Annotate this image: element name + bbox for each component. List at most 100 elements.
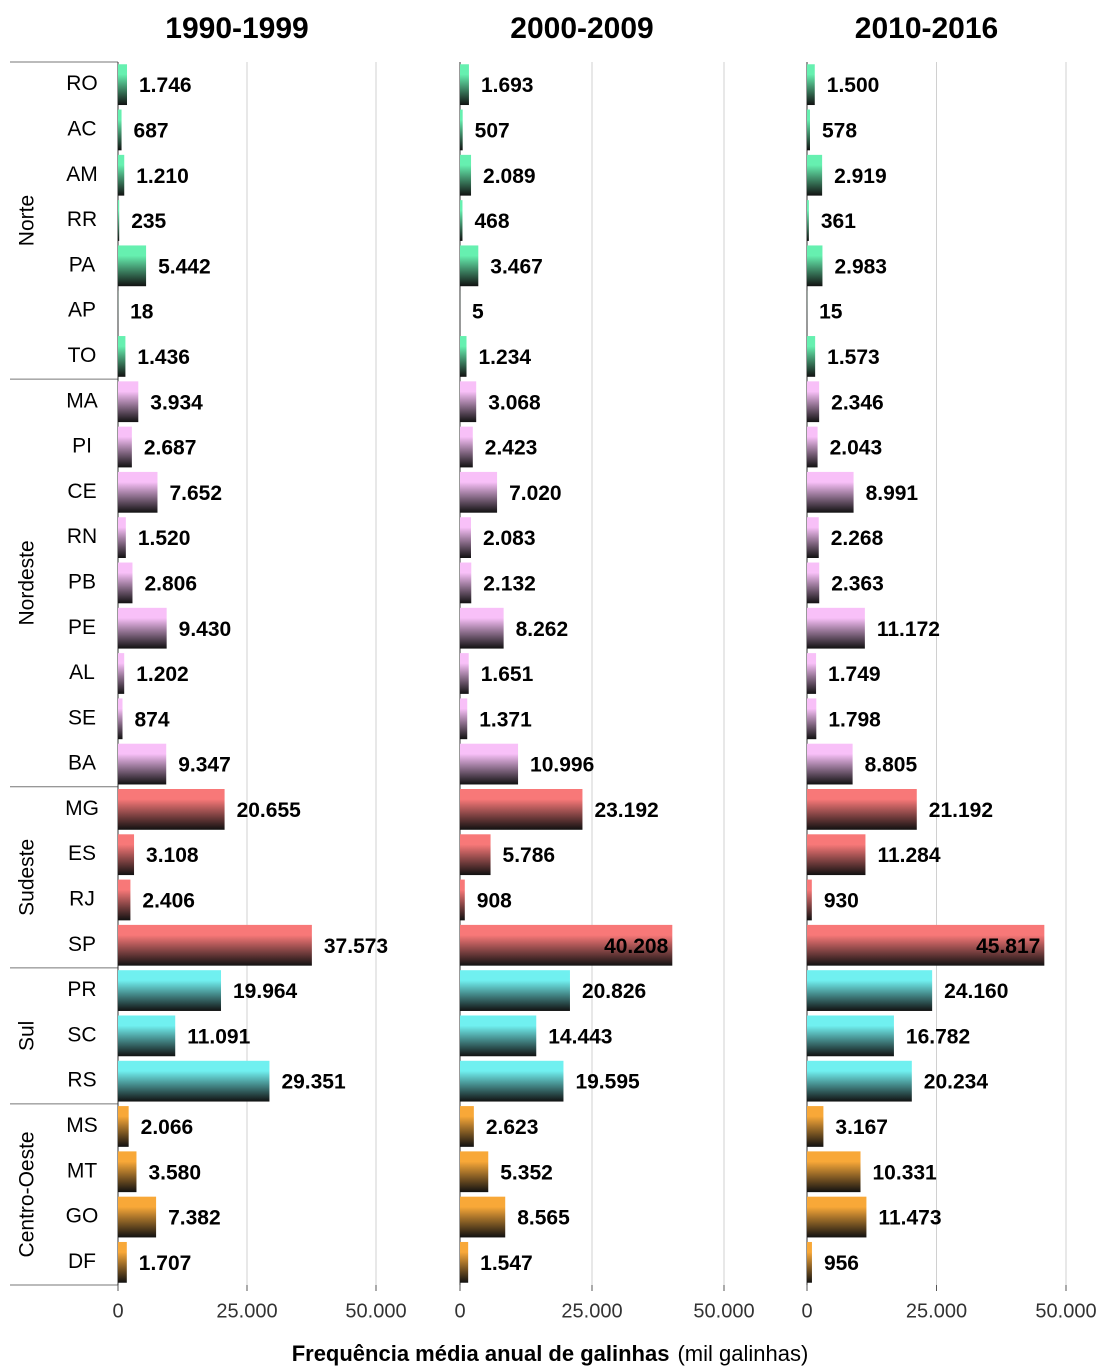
x-tick-label: 50.000 [345, 1300, 406, 1322]
category-label: RR [67, 208, 97, 231]
value-label: 930 [824, 890, 859, 913]
bar [118, 1241, 127, 1283]
value-label: 687 [134, 119, 169, 142]
value-label: 1.234 [479, 346, 532, 369]
value-label: 2.363 [831, 572, 884, 595]
bar [807, 245, 823, 287]
group-label: Centro-Oeste [16, 1131, 39, 1257]
category-label: RJ [69, 888, 95, 911]
value-label: 29.351 [281, 1071, 346, 1094]
value-label: 468 [474, 210, 509, 233]
bar [460, 109, 463, 151]
bar [118, 245, 147, 287]
value-label: 7.652 [169, 482, 222, 505]
category-label: RO [66, 72, 98, 95]
value-label: 2.687 [144, 437, 197, 460]
bar [460, 607, 504, 649]
value-label: 3.068 [488, 391, 541, 414]
bar [807, 381, 820, 423]
value-label: 9.430 [179, 618, 232, 641]
value-label: 361 [821, 210, 856, 233]
category-label: PB [68, 570, 96, 593]
category-label: ES [68, 842, 96, 865]
value-label: 8.805 [865, 754, 918, 777]
bar [807, 924, 1045, 966]
value-label: 1.749 [828, 663, 881, 686]
bar [807, 743, 853, 785]
bar [460, 200, 463, 241]
category-label: AM [66, 163, 98, 186]
value-label: 2.623 [486, 1116, 539, 1139]
value-label: 45.817 [976, 935, 1040, 958]
bar [460, 1151, 489, 1193]
value-label: 3.108 [146, 844, 199, 867]
bar [118, 924, 312, 966]
value-label: 21.192 [929, 799, 993, 822]
x-tick-label: 25.000 [906, 1300, 967, 1322]
bar [460, 245, 479, 287]
value-label: 507 [475, 119, 510, 142]
bar [807, 1106, 824, 1147]
bar [460, 336, 467, 377]
bar [460, 743, 519, 785]
bar [807, 698, 817, 740]
value-label: 874 [135, 708, 170, 731]
bar [460, 653, 469, 694]
value-label: 1.202 [136, 663, 189, 686]
bar [118, 1106, 129, 1147]
bar [460, 562, 472, 604]
panel-title: 2010-2016 [855, 12, 998, 45]
bar [807, 154, 823, 196]
value-label: 2.268 [831, 527, 884, 550]
category-label: AP [68, 299, 96, 322]
bar [118, 1015, 176, 1057]
value-label: 7.020 [509, 482, 562, 505]
category-label: SE [68, 706, 96, 729]
category-label: TO [68, 344, 97, 367]
bar [118, 336, 126, 377]
bar [118, 1196, 157, 1238]
value-label: 2.346 [831, 391, 884, 414]
bar [460, 1106, 474, 1147]
bar [807, 970, 933, 1011]
category-label: AC [67, 117, 96, 140]
category-label: AL [69, 661, 95, 684]
value-label: 5.442 [158, 255, 211, 278]
category-label: PE [68, 616, 96, 639]
bar [118, 789, 225, 830]
value-label: 1.693 [481, 74, 534, 97]
bar [118, 698, 123, 740]
category-label: MA [66, 389, 98, 412]
value-label: 8.565 [517, 1207, 570, 1230]
value-label: 1.573 [827, 346, 880, 369]
value-label: 11.473 [878, 1207, 941, 1230]
group-label: Sudeste [16, 839, 39, 916]
value-label: 3.167 [835, 1116, 888, 1139]
category-label: RS [67, 1069, 96, 1092]
value-label: 40.208 [604, 935, 669, 958]
value-label: 956 [824, 1252, 859, 1275]
bar [807, 336, 816, 377]
value-label: 3.580 [148, 1161, 201, 1184]
bar [807, 1196, 867, 1238]
bar [118, 109, 122, 151]
x-tick-label: 0 [801, 1300, 812, 1322]
bar [118, 381, 139, 423]
value-label: 37.573 [324, 935, 388, 958]
bar [807, 789, 917, 830]
category-label: CE [67, 480, 96, 503]
value-label: 578 [822, 119, 857, 142]
bar [460, 471, 498, 513]
value-label: 14.443 [548, 1025, 612, 1048]
value-label: 24.160 [944, 980, 1008, 1003]
value-label: 1.547 [480, 1252, 533, 1275]
value-label: 1.371 [479, 708, 532, 731]
x-tick-label: 50.000 [693, 1300, 754, 1322]
value-label: 20.655 [237, 799, 302, 822]
bar [118, 653, 125, 694]
x-tick-label: 25.000 [216, 1300, 277, 1322]
bar [460, 517, 471, 558]
bar [807, 1015, 894, 1057]
value-label: 19.964 [233, 980, 298, 1003]
